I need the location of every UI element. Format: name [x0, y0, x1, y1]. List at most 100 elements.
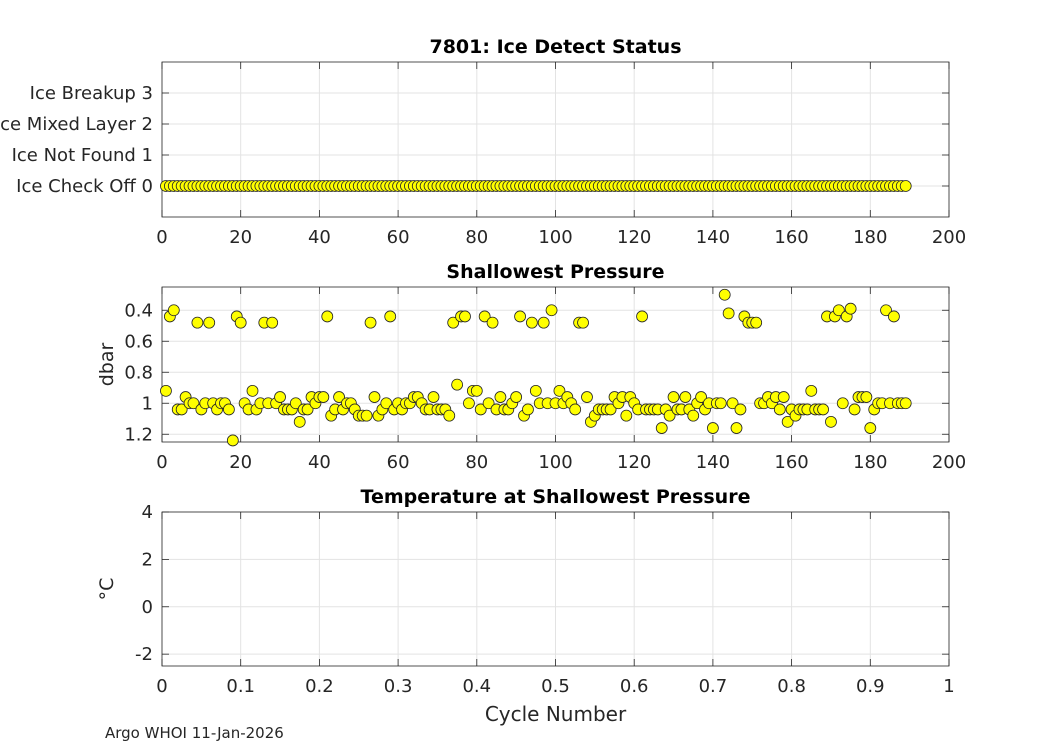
data-point	[459, 310, 471, 323]
data-point	[380, 397, 393, 410]
y-tick-label: Ice Mixed Layer 2	[0, 114, 153, 135]
y-tick-label: Ice Check Off 0	[16, 176, 153, 197]
data-point	[750, 316, 763, 329]
data-point	[817, 403, 829, 416]
data-point	[463, 397, 475, 410]
data-point	[864, 422, 877, 434]
data-point	[577, 316, 589, 329]
data-point	[451, 378, 464, 391]
data-point	[777, 391, 790, 403]
y-axis-label-2: dbar	[96, 343, 118, 387]
data-point	[679, 391, 692, 403]
x-tick-label: 180	[853, 227, 887, 248]
data-point	[368, 391, 381, 403]
y-tick-label: 1.2	[124, 424, 153, 445]
x-tick-label: 0.8	[777, 676, 806, 697]
data-point	[888, 310, 900, 323]
x-axis-label-3: Cycle Number	[485, 702, 627, 726]
x-tick-label: 160	[774, 452, 808, 473]
x-tick-label: 200	[932, 227, 966, 248]
x-tick-label: 140	[696, 452, 730, 473]
data-point	[447, 316, 460, 329]
data-point	[510, 391, 523, 403]
data-point	[880, 304, 892, 317]
data-point	[714, 397, 727, 410]
x-tick-label: 0.4	[462, 676, 491, 697]
data-point	[364, 316, 377, 329]
y-tick-label: 0.8	[124, 362, 153, 383]
x-tick-label: 20	[229, 452, 252, 473]
x-tick-label: 40	[308, 227, 331, 248]
data-point	[167, 304, 180, 317]
data-point	[222, 403, 235, 416]
x-tick-label: 0	[156, 227, 167, 248]
x-tick-label: 20	[229, 227, 252, 248]
data-point	[687, 409, 700, 422]
x-tick-label: 100	[538, 452, 572, 473]
data-point	[663, 409, 676, 422]
data-point	[160, 384, 172, 397]
data-point	[191, 316, 204, 329]
data-point	[175, 403, 188, 416]
data-point	[844, 302, 857, 315]
footer-stamp: Argo WHOI 11-Jan-2026	[105, 724, 284, 742]
data-point	[317, 391, 330, 403]
x-tick-label: 0	[156, 452, 167, 473]
chart-title-2: Shallowest Pressure	[446, 261, 664, 283]
data-point	[773, 403, 786, 416]
data-point	[781, 415, 794, 428]
data-point	[474, 403, 487, 416]
x-tick-label: 80	[465, 452, 488, 473]
data-point	[553, 384, 566, 397]
x-tick-label: 60	[387, 452, 410, 473]
data-point	[514, 310, 526, 323]
data-point	[860, 391, 873, 403]
data-point	[805, 384, 818, 397]
data-point	[707, 422, 719, 434]
x-tick-label: 0.2	[305, 676, 334, 697]
chart-title-1: 7801: Ice Detect Status	[429, 36, 681, 58]
y-tick-label: 0.6	[124, 331, 153, 352]
data-point	[569, 403, 582, 416]
data-point	[695, 391, 707, 403]
data-point	[525, 316, 538, 329]
x-tick-label: 0.6	[620, 676, 649, 697]
data-point	[289, 397, 302, 410]
x-tick-label: 120	[617, 452, 651, 473]
y-tick-label: Ice Not Found 1	[12, 145, 153, 166]
data-point	[836, 397, 849, 410]
x-tick-label: 140	[696, 227, 730, 248]
x-tick-label: 80	[465, 227, 488, 248]
y-tick-label: 2	[142, 549, 153, 570]
y-tick-label: 0.4	[124, 300, 153, 321]
x-tick-label: 0.9	[856, 676, 885, 697]
data-point	[187, 397, 200, 410]
data-point	[333, 391, 345, 403]
chart-title-3: Temperature at Shallowest Pressure	[361, 486, 751, 508]
data-point	[734, 403, 747, 416]
x-tick-label: 0.3	[384, 676, 413, 697]
data-point	[486, 316, 499, 329]
x-tick-label: 0.7	[699, 676, 728, 697]
data-point	[620, 409, 633, 422]
data-point	[301, 403, 314, 416]
y-tick-label: Ice Breakup 3	[30, 83, 153, 104]
data-point	[730, 422, 743, 434]
y-tick-label: 4	[142, 502, 153, 523]
x-tick-label: 160	[774, 227, 808, 248]
data-point	[718, 288, 731, 301]
data-point	[246, 384, 259, 397]
data-point	[266, 316, 279, 329]
x-tick-label: 100	[538, 227, 572, 248]
data-point	[667, 391, 680, 403]
x-tick-label: 60	[387, 227, 410, 248]
data-point	[545, 304, 558, 317]
data-point	[537, 316, 550, 329]
data-point	[655, 422, 668, 434]
data-point	[825, 415, 837, 428]
data-point	[203, 316, 216, 329]
data-point	[482, 397, 495, 410]
y-tick-label: 0	[142, 597, 153, 618]
data-point	[470, 384, 483, 397]
data-point	[899, 180, 912, 192]
